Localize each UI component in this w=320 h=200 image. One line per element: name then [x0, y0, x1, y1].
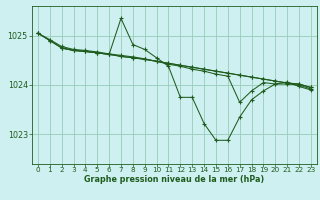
- X-axis label: Graphe pression niveau de la mer (hPa): Graphe pression niveau de la mer (hPa): [84, 175, 265, 184]
